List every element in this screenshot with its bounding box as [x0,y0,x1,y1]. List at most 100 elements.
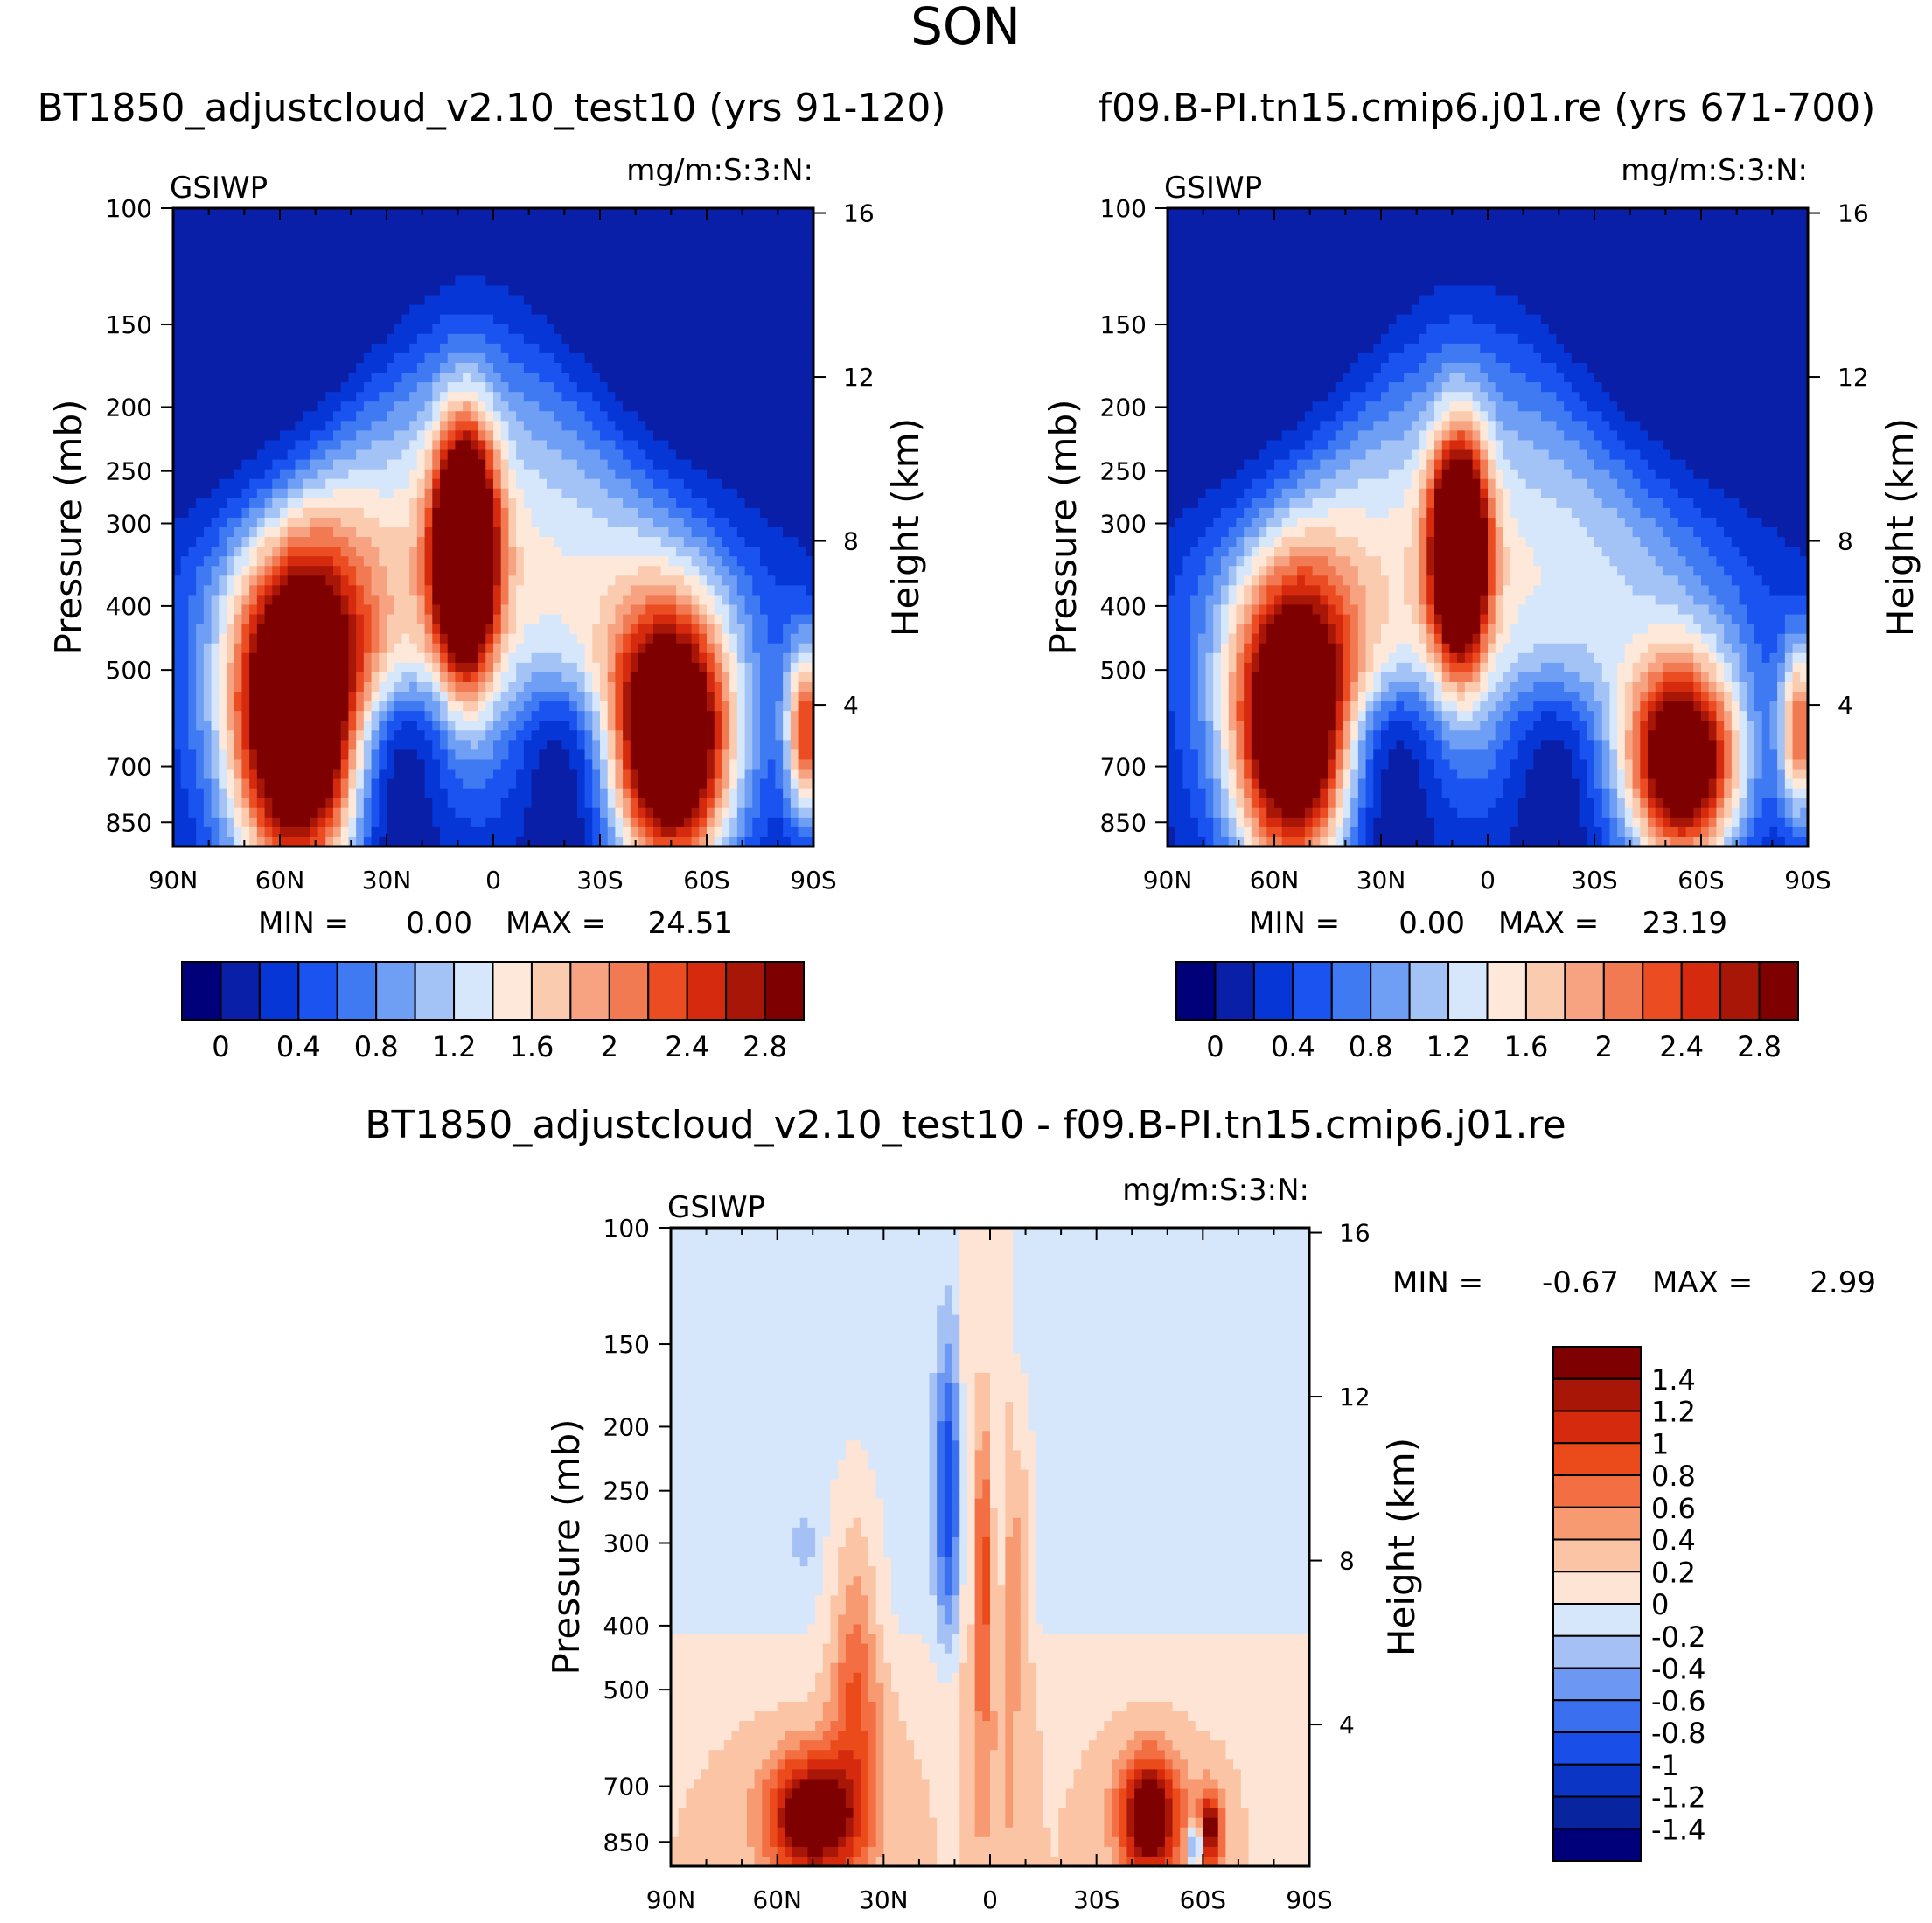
field-cell [211,701,220,712]
field-cell [523,517,533,528]
field-cell [196,672,205,683]
field-cell [317,798,326,809]
field-cell [203,556,213,567]
field-cell [180,247,190,257]
field-cell [516,711,525,721]
field-cell [729,662,738,673]
field-cell [607,498,617,509]
field-cell [211,382,220,393]
field-cell [272,807,281,819]
field-cell [211,324,220,335]
field-cell [470,730,479,741]
field-cell [440,507,449,519]
field-cell [173,382,182,393]
field-cell [280,295,289,306]
field-cell [310,537,319,547]
field-cell [325,585,334,596]
field-cell [600,730,609,741]
field-cell [645,469,654,480]
field-cell [592,304,601,316]
field-cell [722,633,730,644]
field-cell [432,430,441,442]
field-cell [615,392,624,402]
field-cell [219,256,227,267]
field-cell [645,527,654,538]
field-cell [615,537,624,547]
field-cell [440,595,449,606]
field-cell [554,256,563,267]
field-cell [325,711,334,721]
field-cell [211,266,220,277]
field-cell [592,701,601,712]
field-cell [539,256,548,267]
field-cell [173,575,182,586]
field-cell [340,469,350,480]
field-cell [714,266,723,277]
field-cell [493,672,502,683]
field-cell [729,740,738,750]
field-cell [256,517,266,528]
field-cell [736,721,746,731]
field-cell [508,421,517,431]
field-cell [280,449,289,461]
field-cell [234,595,243,606]
field-cell [340,227,350,238]
field-cell [547,440,555,451]
field-cell [180,478,190,490]
field-cell [432,333,441,345]
field-cell [203,836,213,847]
field-cell [660,392,670,402]
field-cell [447,343,457,354]
field-cell [691,275,700,287]
field-cell [196,798,205,809]
field-cell [256,633,266,644]
field-cell [554,295,563,306]
field-cell [424,643,433,654]
field-cell [592,575,601,586]
field-cell [424,459,433,470]
field-cell [569,585,578,596]
field-cell [280,798,289,809]
field-cell [707,488,715,499]
field-cell [592,333,601,345]
field-cell [500,411,510,422]
field-cell [432,517,441,528]
field-cell [744,517,753,528]
field-cell [188,440,197,451]
field-cell [188,218,197,228]
field-cell [623,711,631,721]
field-cell [440,662,449,673]
field-cell [463,459,471,470]
field-cell [463,672,471,683]
field-cell [379,527,387,538]
field-cell [463,614,471,625]
field-cell [699,304,708,316]
field-cell [607,633,617,644]
field-cell [707,449,715,461]
field-cell [653,836,662,847]
field-cell [493,421,502,431]
field-cell [203,547,213,557]
field-cell [516,633,525,644]
field-cell [371,208,380,219]
field-cell [523,575,533,586]
field-cell [409,807,418,819]
field-cell [592,595,601,606]
field-cell [470,547,479,557]
field-cell [440,304,449,316]
field-cell [485,769,494,780]
field-cell [379,430,387,442]
field-cell [371,527,380,538]
field-cell [303,324,311,335]
field-cell [508,826,517,838]
field-cell [683,440,693,451]
field-cell [173,527,182,538]
field-cell [539,304,548,316]
field-cell [493,566,502,576]
field-cell [455,459,464,470]
field-cell [188,836,197,847]
field-cell [317,275,326,287]
field-cell [455,478,464,490]
field-cell [485,721,494,731]
field-cell [409,527,418,538]
